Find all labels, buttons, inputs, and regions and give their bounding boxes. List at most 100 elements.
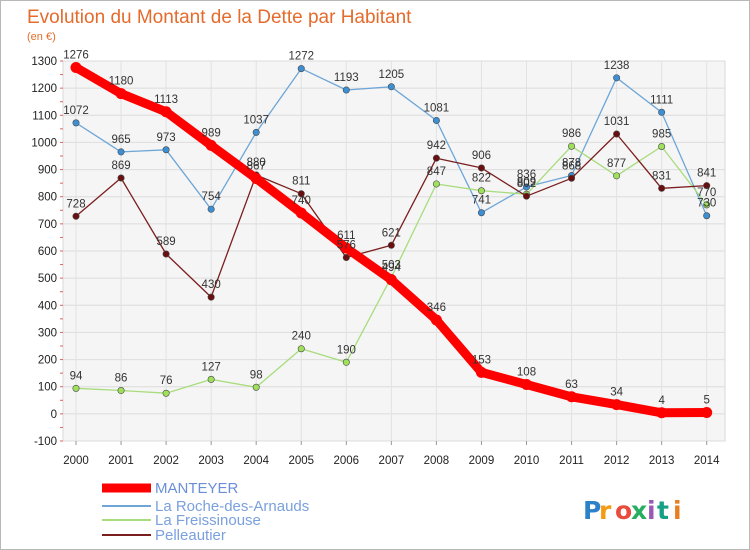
data-label: 877	[607, 158, 626, 170]
data-point	[703, 212, 711, 220]
data-point	[207, 293, 215, 301]
x-tick-label: 2004	[243, 455, 269, 467]
y-tick-label: -100	[34, 436, 57, 448]
data-point	[521, 379, 532, 391]
y-tick-label: 600	[38, 246, 57, 258]
legend-label: Pelleautier	[155, 527, 226, 544]
data-point	[477, 164, 485, 172]
y-tick-label: 1000	[31, 137, 57, 149]
data-label: 94	[70, 370, 83, 382]
y-tick-label: 700	[38, 219, 57, 231]
data-label: 868	[562, 160, 581, 172]
logo-letter: i	[647, 496, 656, 525]
data-label: 1081	[424, 102, 450, 114]
data-label: 5	[703, 395, 709, 407]
data-point	[162, 146, 170, 154]
data-point	[432, 116, 440, 124]
data-label: 494	[382, 262, 402, 274]
data-label: 989	[202, 127, 221, 139]
x-tick-label: 2000	[63, 455, 89, 467]
data-point	[522, 192, 530, 200]
data-label: 869	[111, 160, 130, 172]
y-tick-label: 300	[38, 327, 57, 339]
data-label: 1238	[604, 60, 630, 72]
data-label: 63	[565, 379, 578, 391]
data-point	[568, 174, 576, 182]
x-tick-label: 2010	[514, 455, 540, 467]
logo-letter: t	[657, 496, 669, 525]
data-point	[342, 86, 350, 94]
data-label: 822	[472, 173, 491, 185]
data-point	[658, 143, 666, 151]
data-label: 942	[427, 140, 446, 152]
data-point	[385, 274, 397, 286]
y-tick-label: 200	[38, 355, 57, 367]
x-tick-label: 2014	[694, 455, 720, 467]
data-label: 127	[202, 361, 221, 373]
data-label: 576	[337, 240, 356, 252]
data-label: 621	[382, 227, 401, 239]
data-label: 153	[472, 354, 491, 366]
data-label: 754	[202, 191, 222, 203]
data-label: 730	[697, 198, 716, 210]
data-point	[566, 391, 578, 403]
data-point	[430, 314, 442, 326]
data-label: 1205	[379, 69, 405, 81]
data-label: 906	[472, 150, 491, 162]
data-label: 34	[610, 387, 623, 399]
data-point	[162, 250, 170, 258]
data-point	[72, 119, 80, 127]
data-point	[252, 383, 260, 391]
data-label: 1037	[243, 114, 269, 126]
data-point	[477, 209, 485, 217]
data-label: 1072	[63, 105, 89, 117]
y-tick-label: 900	[38, 165, 57, 177]
logo-letter: x	[631, 496, 647, 525]
data-point	[387, 241, 395, 249]
data-label: 1113	[154, 94, 178, 106]
data-label: 1193	[334, 72, 359, 84]
logo-letter: P	[583, 496, 601, 525]
x-tick-label: 2007	[379, 455, 405, 467]
data-label: 108	[517, 367, 536, 379]
data-point	[340, 242, 352, 254]
y-tick-label: 100	[38, 382, 57, 394]
data-label: 589	[157, 236, 176, 248]
data-label: 728	[66, 198, 85, 210]
data-label: 831	[652, 170, 671, 182]
data-point	[342, 358, 350, 366]
x-tick-label: 2002	[153, 455, 179, 467]
data-point	[295, 207, 307, 219]
data-point	[117, 387, 125, 395]
data-label: 76	[160, 375, 173, 387]
x-tick-label: 2013	[649, 455, 675, 467]
data-point	[205, 139, 217, 151]
x-tick-label: 2011	[559, 455, 584, 467]
data-point	[432, 180, 440, 188]
data-point	[432, 154, 440, 162]
data-point	[658, 184, 666, 192]
data-point	[656, 407, 668, 419]
data-point	[387, 83, 395, 91]
data-label: 430	[202, 279, 221, 291]
y-tick-label: 500	[38, 273, 57, 285]
data-label: 867	[247, 161, 266, 173]
data-label: 86	[115, 373, 128, 385]
data-label: 836	[517, 169, 536, 181]
legend-label: La Roche-des-Arnauds	[155, 498, 309, 515]
data-label: 847	[427, 166, 446, 178]
legend-label: La Freissinouse	[155, 512, 261, 529]
x-tick-label: 2003	[198, 455, 224, 467]
data-point	[701, 407, 713, 418]
data-label: 741	[472, 195, 491, 207]
data-label: 878	[562, 158, 581, 170]
data-point	[115, 88, 127, 100]
data-point	[70, 62, 82, 74]
y-tick-label: 1100	[32, 110, 57, 122]
data-label: 1031	[604, 116, 630, 128]
data-label: 503	[382, 259, 401, 271]
y-tick-label: 400	[38, 300, 57, 312]
data-label: 802	[517, 178, 536, 190]
